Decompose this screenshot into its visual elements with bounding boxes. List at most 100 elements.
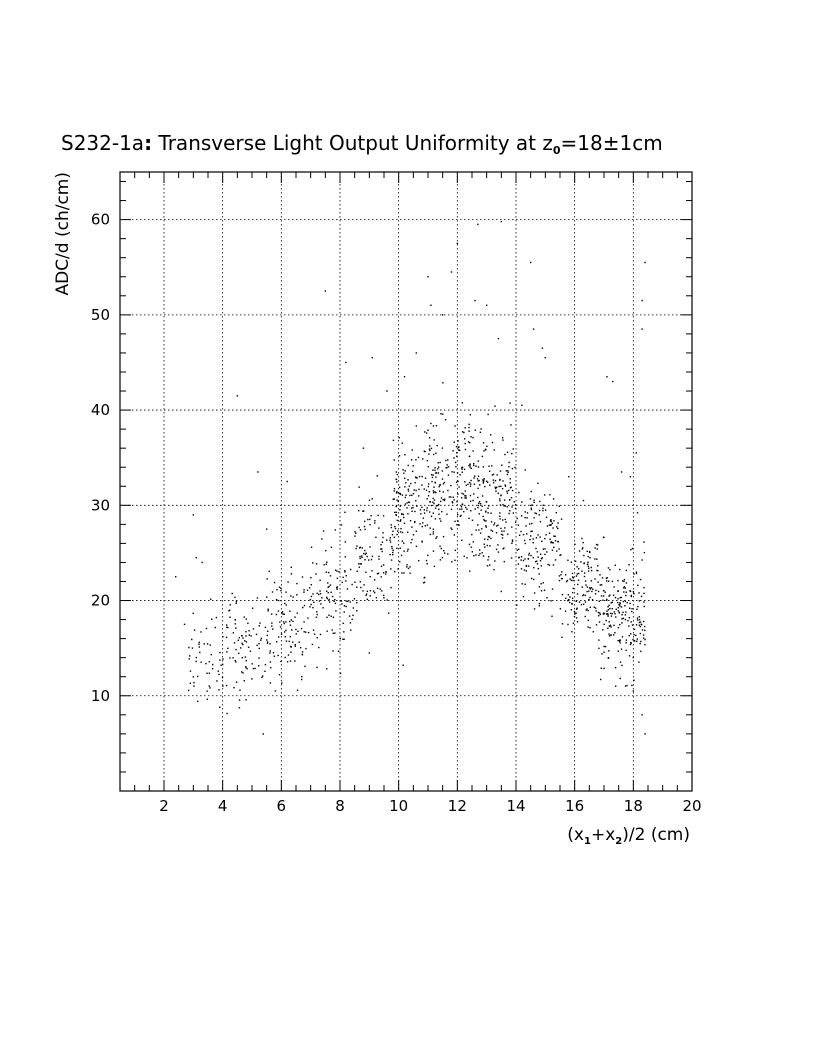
- data-point: [469, 570, 471, 572]
- data-point: [628, 617, 631, 619]
- data-point-outlier: [219, 706, 221, 708]
- data-point: [437, 466, 440, 468]
- data-point: [639, 625, 641, 628]
- data-point: [328, 598, 330, 601]
- data-point: [326, 596, 328, 599]
- data-point: [508, 489, 510, 492]
- data-point: [588, 551, 591, 554]
- data-point: [477, 480, 479, 482]
- data-point: [392, 498, 394, 501]
- data-point: [638, 616, 640, 618]
- data-point: [565, 597, 567, 599]
- data-point-outlier: [236, 395, 239, 397]
- data-point: [554, 539, 557, 542]
- data-point: [588, 567, 590, 570]
- data-point: [395, 511, 397, 513]
- data-point: [548, 532, 551, 534]
- data-point: [643, 541, 645, 543]
- data-point: [188, 655, 191, 657]
- data-point: [511, 489, 514, 492]
- data-point: [635, 624, 638, 626]
- data-point: [210, 598, 212, 600]
- data-point: [524, 558, 526, 560]
- data-point: [534, 512, 536, 514]
- data-point: [607, 657, 610, 659]
- data-point: [524, 583, 526, 585]
- data-point: [487, 413, 489, 416]
- data-point: [530, 577, 533, 580]
- data-point: [198, 646, 200, 648]
- data-point: [430, 447, 433, 450]
- data-point-outlier: [257, 471, 259, 473]
- data-point: [539, 521, 542, 523]
- data-point: [243, 616, 246, 618]
- data-point: [642, 620, 645, 623]
- data-point: [442, 413, 444, 415]
- data-point: [356, 570, 358, 572]
- data-point: [303, 621, 305, 623]
- data-point: [488, 536, 491, 538]
- data-point: [326, 561, 328, 563]
- data-point: [307, 631, 310, 634]
- data-point: [425, 432, 428, 434]
- data-point-outlier: [612, 380, 614, 383]
- data-point: [620, 648, 623, 650]
- data-point: [602, 536, 605, 539]
- data-point: [567, 594, 570, 596]
- data-point: [599, 678, 602, 681]
- data-point: [483, 518, 485, 521]
- data-point: [551, 522, 554, 525]
- data-point: [315, 573, 317, 575]
- data-point: [390, 586, 392, 589]
- data-point: [480, 428, 482, 430]
- data-point: [600, 584, 603, 586]
- data-point: [583, 562, 585, 565]
- data-point: [609, 594, 611, 596]
- data-point: [607, 609, 610, 611]
- data-point: [598, 639, 600, 641]
- data-point: [475, 529, 477, 531]
- data-point: [486, 565, 489, 567]
- data-point: [209, 644, 211, 646]
- data-point-outlier: [641, 328, 643, 330]
- data-point: [266, 642, 269, 644]
- data-point: [628, 655, 631, 657]
- data-point: [586, 563, 589, 565]
- data-point: [549, 493, 551, 496]
- data-point: [334, 569, 337, 571]
- y-tick-label: 60: [91, 211, 110, 229]
- data-point: [576, 566, 578, 568]
- data-point: [470, 479, 472, 482]
- data-point: [363, 525, 366, 528]
- data-point: [567, 599, 569, 602]
- data-point: [296, 612, 299, 614]
- data-point: [525, 564, 527, 567]
- data-point: [191, 647, 194, 649]
- data-point: [597, 581, 599, 583]
- data-point: [630, 642, 632, 644]
- data-point: [450, 527, 452, 529]
- data-point: [474, 475, 476, 477]
- data-point: [252, 628, 255, 630]
- data-point-outlier: [403, 376, 406, 378]
- data-point: [392, 439, 395, 442]
- data-point: [482, 442, 485, 444]
- data-point: [608, 633, 610, 635]
- x-tick-label: 10: [389, 797, 408, 815]
- data-point: [478, 502, 480, 505]
- data-point: [404, 496, 407, 499]
- x-tick-label: 12: [448, 797, 467, 815]
- data-point: [557, 540, 560, 543]
- data-point: [348, 615, 351, 617]
- data-point: [543, 589, 546, 592]
- data-point: [277, 654, 279, 657]
- data-point: [475, 554, 477, 556]
- data-point: [481, 552, 483, 554]
- data-point: [433, 486, 435, 488]
- data-point: [581, 570, 583, 572]
- data-point: [415, 530, 418, 532]
- data-point: [266, 639, 268, 641]
- data-point: [238, 637, 241, 639]
- data-point: [264, 670, 266, 673]
- data-point: [321, 538, 323, 540]
